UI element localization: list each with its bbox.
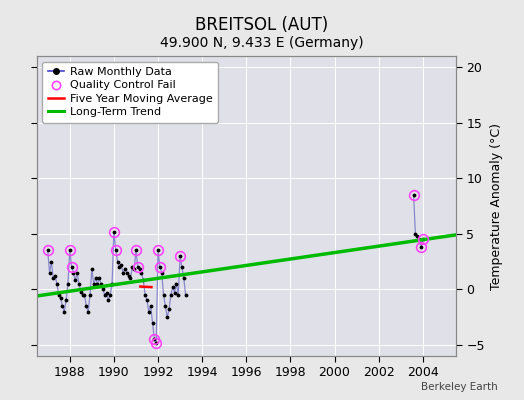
Text: Berkeley Earth: Berkeley Earth	[421, 382, 498, 392]
Legend: Raw Monthly Data, Quality Control Fail, Five Year Moving Average, Long-Term Tren: Raw Monthly Data, Quality Control Fail, …	[42, 62, 219, 123]
Text: 49.900 N, 9.433 E (Germany): 49.900 N, 9.433 E (Germany)	[160, 36, 364, 50]
Text: BREITSOL (AUT): BREITSOL (AUT)	[195, 16, 329, 34]
Y-axis label: Temperature Anomaly (°C): Temperature Anomaly (°C)	[490, 122, 504, 290]
